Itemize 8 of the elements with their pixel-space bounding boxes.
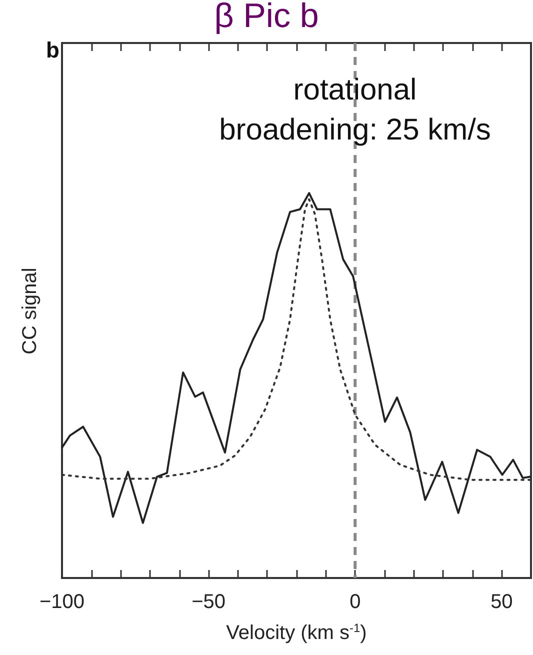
y-axis-title: CC signal [19,268,41,354]
chart-title: β Pic b [214,0,319,35]
x-tick-label: 0 [350,591,361,613]
x-tick-label: −50 [192,591,226,613]
x-tick-label: 50 [490,591,513,613]
x-tick-label: −100 [39,591,85,613]
text: b [46,38,60,62]
text: rotational broadening: 25 km/s [219,74,491,146]
